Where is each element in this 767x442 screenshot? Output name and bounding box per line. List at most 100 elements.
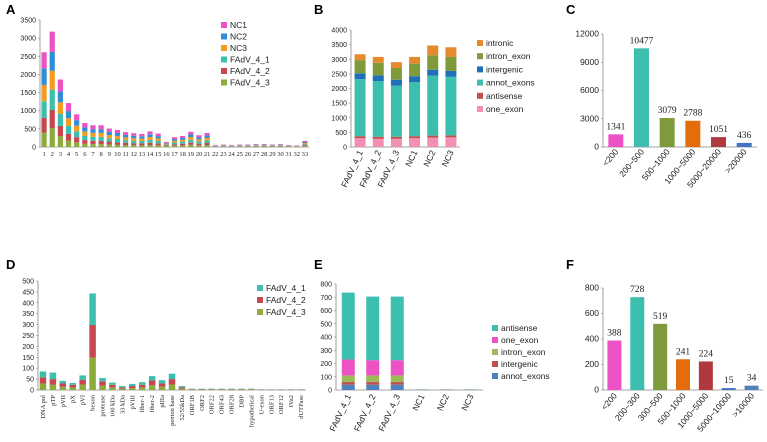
y-tick-label: 700 [320,295,332,302]
data-label: 388 [607,329,622,339]
bar-segment-annot-exons [354,79,366,137]
bar-segment-intronic [372,56,384,63]
bar-segment-nc3 [180,139,186,142]
bar-segment-one-exon [366,360,380,376]
bar-segment-intronic [427,45,439,56]
bar-segment-annot-exons [390,85,402,137]
bar-segment-fadv-4-2 [302,145,308,147]
chart-c: 0300060009000120001341<20010477200~50030… [575,29,757,190]
x-tick-label: ORF12 [278,395,285,414]
x-tick-label: pX [70,395,77,403]
bar-segment-fadv-4-2 [49,379,57,385]
legend-label: antisense [486,91,523,101]
bar-segment-fadv-4-1 [99,378,106,382]
bar-segment-fadv-4-1 [196,141,202,144]
data-label: 436 [737,131,752,141]
bar-segment-fadv-4-1 [106,138,112,142]
y-tick-label: 0 [328,388,332,395]
bar-segment-nc3 [261,145,267,146]
legend-label: intergenic [501,359,539,369]
bar-segment-fadv-4-1 [147,139,153,143]
legend-label: intergenic [486,64,524,74]
bar-segment-nc2 [106,131,112,136]
bar-segment-fadv-4-1 [90,136,96,141]
bar [744,385,759,390]
bar-segment-nc1 [90,125,96,130]
x-tick-label: 9 [108,151,111,158]
y-tick-label: 800 [585,283,599,293]
bar-segment-fadv-4-1 [158,380,166,384]
bar-segment-annot-exons [372,81,384,137]
bar-segment-fadv-4-3 [39,383,47,390]
bar-segment-nc3 [155,138,161,142]
bar [676,359,690,390]
x-tick-label: pVII [60,395,67,407]
bar-segment-annot-exons [409,82,421,137]
bar-segment-nc3 [57,102,63,114]
bar-segment-fadv-4-2 [139,143,145,146]
bar-segment-fadv-4-1 [82,135,88,141]
bar-segment-intron-exon [409,63,421,77]
x-tick-label: ORF2 [199,395,206,411]
bar-segment-fadv-4-2 [98,140,104,145]
bar-segment-fadv-4-1 [98,136,104,141]
bar-segment-fadv-4-1 [261,145,267,147]
bar-segment-fadv-4-1 [155,141,161,144]
bar-segment-nc1 [74,114,80,121]
bar [659,118,675,147]
bar-segment-fadv-4-2 [65,133,72,141]
legend-label: NC1 [230,20,247,30]
bar-segment-nc2 [74,120,80,126]
legend-swatch [477,79,483,86]
bar-segment-fadv-4-2 [39,377,47,384]
bar-segment-fadv-4-2 [59,383,67,387]
x-tick-label: 6 [83,151,87,158]
x-tick-label: 14 [147,151,154,158]
bar-segment-nc3 [106,135,112,139]
x-tick-label: IVa2 [288,395,295,407]
bar-segment-nc3 [90,132,96,137]
bar-segment-fadv-4-1 [109,382,116,385]
bar-segment-fadv-4-1 [163,144,169,146]
x-tick-label: U-exon [258,394,265,414]
x-tick-label: 30 [277,151,284,158]
panel-label-e: E [314,257,323,272]
x-tick-label: pTP [50,395,57,406]
bar-segment-nc1 [253,144,259,145]
bar-segment-fadv-4-1 [138,382,146,385]
bar-segment-annot-exons [427,75,439,136]
bar-segment-fadv-4-3 [114,144,121,147]
bar-segment-antisense [390,296,404,361]
y-tick-label: 500 [22,279,34,286]
x-tick-label: NC1 [403,148,419,168]
bar-segment-nc1 [122,132,129,135]
x-tick-label: 52/55kDa [179,395,186,421]
legend-label: FAdV_4_3 [266,307,306,317]
y-tick-label: 200 [22,344,34,351]
bar-segment-fadv-4-1 [57,113,63,126]
legend-swatch [221,68,227,74]
x-tick-label: 27 [253,151,260,158]
x-tick-label: NC2 [435,392,451,412]
legend-label: FAdV_4_2 [230,66,270,76]
bar-segment-nc2 [188,134,194,138]
y-tick-label: 2000 [331,86,347,93]
bar-segment-fadv-4-2 [57,125,63,137]
bar-segment-fadv-4-2 [138,384,146,388]
x-tick-label: 20 [196,151,203,158]
x-tick-label: 11 [122,151,128,158]
bar-segment-antisense [366,296,380,361]
chart-f: 0200400600800388<200728200~300519300~500… [585,283,763,434]
x-tick-label: 17 [171,151,178,158]
bar-segment-fadv-4-1 [131,140,137,144]
bar-segment-fadv-4-2 [90,140,96,145]
bar-segment-nc3 [65,118,72,126]
bar-segment-fadv-4-2 [148,380,156,386]
bar-segment-intron-exon [341,375,355,383]
bar-segment-intron-exon [445,56,457,71]
y-tick-label: 2000 [20,72,36,79]
bar-segment-antisense [372,136,384,139]
bar-segment-fadv-4-1 [114,139,121,143]
x-tick-label: fiber-2 [149,395,156,413]
